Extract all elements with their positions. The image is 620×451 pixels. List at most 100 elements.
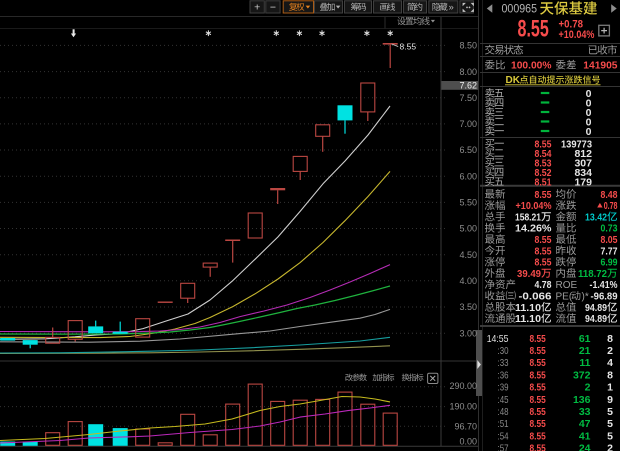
svg-text:0: 0 <box>586 126 592 138</box>
svg-text:+: + <box>254 2 260 14</box>
svg-text:13.42: 13.42 <box>585 211 607 223</box>
svg-text:4.00: 4.00 <box>459 276 477 286</box>
svg-text:5: 5 <box>607 406 613 418</box>
svg-text:5.00: 5.00 <box>459 224 477 234</box>
svg-text:ROE: ROE <box>556 280 578 291</box>
svg-text:0.73: 0.73 <box>601 223 618 235</box>
svg-text:8.55: 8.55 <box>530 443 546 451</box>
svg-text:118.72: 118.72 <box>578 268 607 280</box>
svg-text:5: 5 <box>607 430 613 442</box>
svg-text:8.55: 8.55 <box>535 138 552 150</box>
svg-text:41: 41 <box>579 430 591 442</box>
svg-text:+10.04%: +10.04% <box>559 29 595 41</box>
svg-text:DK: DK <box>506 75 521 86</box>
svg-text:7.50: 7.50 <box>459 93 477 103</box>
svg-text:33: 33 <box>579 406 591 418</box>
svg-text:8.48: 8.48 <box>601 189 618 201</box>
svg-text:179: 179 <box>574 176 592 188</box>
svg-text:8.50: 8.50 <box>459 41 477 51</box>
svg-text:8.55: 8.55 <box>535 245 552 257</box>
svg-text:2: 2 <box>585 382 591 394</box>
svg-text:290.00: 290.00 <box>449 381 477 391</box>
svg-text::57: :57 <box>498 443 509 451</box>
svg-text:9: 9 <box>607 394 613 406</box>
svg-text:372: 372 <box>573 369 591 381</box>
svg-text:+10.04%: +10.04% <box>516 200 553 212</box>
svg-text:0: 0 <box>586 116 592 128</box>
svg-text::51: :51 <box>498 418 509 430</box>
svg-text::39: :39 <box>498 382 509 394</box>
svg-text:812: 812 <box>574 148 592 160</box>
svg-text:14:55: 14:55 <box>487 333 509 345</box>
svg-text:158.21: 158.21 <box>515 211 541 223</box>
svg-text:8.55: 8.55 <box>518 16 549 43</box>
svg-text:136: 136 <box>573 394 591 406</box>
svg-text:2: 2 <box>607 345 613 357</box>
svg-text:94.89: 94.89 <box>585 302 607 314</box>
svg-text:1: 1 <box>607 382 613 394</box>
svg-text:3.50: 3.50 <box>459 302 477 312</box>
svg-text:-1.41%: -1.41% <box>590 279 619 291</box>
svg-text:-0.066: -0.066 <box>519 291 552 303</box>
svg-text:139773: 139773 <box>561 138 592 150</box>
svg-text:8.05: 8.05 <box>601 234 618 246</box>
svg-text:6.50: 6.50 <box>459 145 477 155</box>
svg-text:8.55: 8.55 <box>535 189 552 201</box>
svg-text:8.55: 8.55 <box>530 430 546 442</box>
svg-text:96.70: 96.70 <box>454 421 477 431</box>
svg-text:−: − <box>270 2 276 14</box>
svg-text:3.00: 3.00 <box>459 328 477 338</box>
svg-text:0: 0 <box>586 107 592 119</box>
svg-text:0: 0 <box>586 88 592 100</box>
svg-text:11.10: 11.10 <box>515 313 541 325</box>
svg-text:000965: 000965 <box>502 3 538 15</box>
svg-text:8.55: 8.55 <box>530 382 546 394</box>
svg-text:94.89: 94.89 <box>585 313 607 325</box>
svg-text:4.78: 4.78 <box>535 279 552 291</box>
svg-text:61: 61 <box>579 333 591 345</box>
svg-text:8.00: 8.00 <box>459 67 477 77</box>
svg-text:8.55: 8.55 <box>535 257 552 269</box>
svg-text:100.00%: 100.00% <box>511 60 552 72</box>
svg-text:4: 4 <box>607 357 613 369</box>
svg-text:8.55: 8.55 <box>530 406 546 418</box>
svg-text:5.50: 5.50 <box>459 198 477 208</box>
svg-text:21: 21 <box>579 345 591 357</box>
svg-text:7.00: 7.00 <box>459 119 477 129</box>
svg-text:8.55: 8.55 <box>530 345 546 357</box>
svg-text:24: 24 <box>579 443 591 451</box>
svg-text:8.55: 8.55 <box>530 333 546 345</box>
svg-text:8.51: 8.51 <box>535 176 552 188</box>
svg-text:14.26%: 14.26% <box>515 223 552 235</box>
svg-text:8.55: 8.55 <box>400 41 417 51</box>
svg-text:39.49: 39.49 <box>517 268 541 280</box>
svg-text:8: 8 <box>607 369 613 381</box>
svg-text::45: :45 <box>498 394 509 406</box>
svg-text:6.00: 6.00 <box>459 171 477 181</box>
svg-text:141905: 141905 <box>583 60 617 72</box>
svg-text:2: 2 <box>607 443 613 451</box>
svg-text:8.52: 8.52 <box>535 167 552 179</box>
svg-text:5: 5 <box>607 418 613 430</box>
svg-text::48: :48 <box>498 406 509 418</box>
svg-text::36: :36 <box>498 369 509 381</box>
svg-text:11: 11 <box>579 357 590 369</box>
svg-text:190.00: 190.00 <box>449 402 477 412</box>
svg-text:0.78: 0.78 <box>604 200 618 212</box>
svg-text:8.55: 8.55 <box>535 234 552 246</box>
svg-text:8.55: 8.55 <box>530 394 546 406</box>
svg-text:11.10: 11.10 <box>515 302 541 314</box>
svg-text:-96.89: -96.89 <box>591 291 618 303</box>
svg-text:8.54: 8.54 <box>535 148 552 160</box>
svg-text:8.55: 8.55 <box>530 369 546 381</box>
svg-text:8.55: 8.55 <box>530 418 546 430</box>
svg-text:0: 0 <box>586 97 592 109</box>
svg-text:6.99: 6.99 <box>601 257 618 269</box>
svg-text::54: :54 <box>498 430 509 442</box>
svg-text:7.62: 7.62 <box>459 81 477 91</box>
svg-text::33: :33 <box>498 357 509 369</box>
svg-text::30: :30 <box>498 345 509 357</box>
svg-text:)*: )* <box>582 291 589 302</box>
svg-text:PE(: PE( <box>556 291 573 302</box>
svg-text:307: 307 <box>574 157 592 169</box>
